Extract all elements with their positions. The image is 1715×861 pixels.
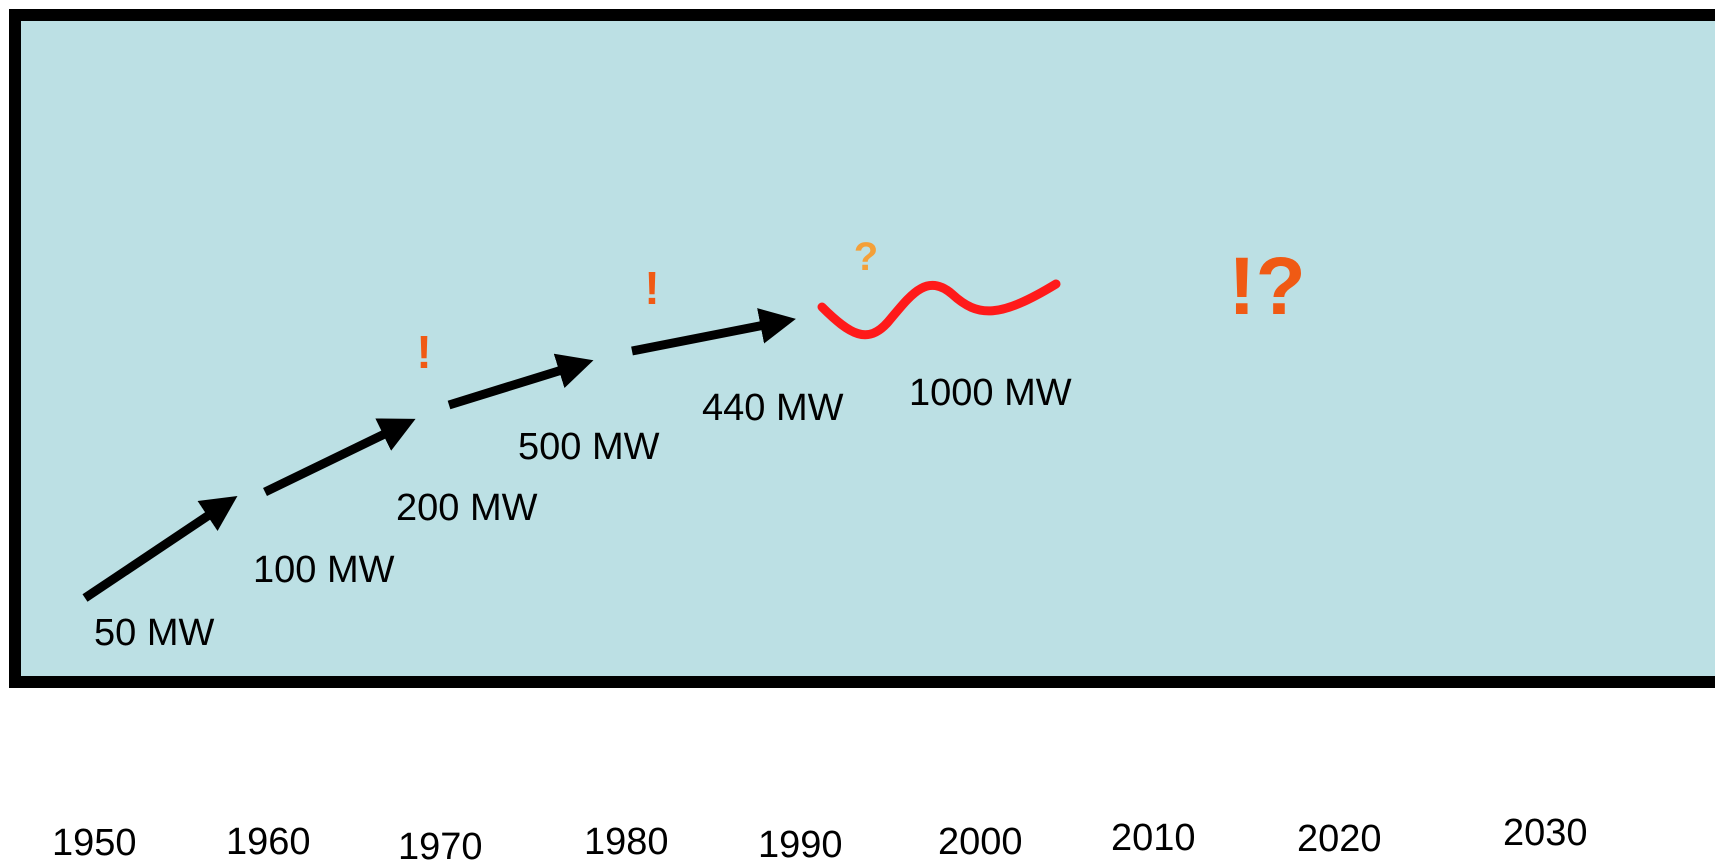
exclamation-mark-1: ! [416,326,431,378]
year-label: 1960 [226,821,311,861]
capacity-label-440mw: 440 MW [702,387,844,429]
year-label: 2030 [1503,812,1588,854]
year-label: 1970 [398,826,483,861]
diagram-panel [9,9,1715,688]
year-label: 1950 [52,822,137,861]
year-label: 2010 [1111,817,1196,859]
growth-arrow-2 [263,418,416,497]
capacity-label-500mw: 500 MW [518,426,660,468]
growth-arrow-1 [82,495,238,602]
exclamation-mark-2: ! [644,262,659,314]
exclamation-question-mark: !? [1228,241,1305,332]
capacity-label-50mw: 50 MW [94,612,214,654]
growth-arrow-3 [447,353,594,410]
capacity-label-200mw: 200 MW [396,487,538,529]
capacity-label-1000mw: 1000 MW [909,372,1072,414]
growth-arrow-4 [631,308,796,356]
year-label: 2020 [1297,818,1382,860]
year-label: 2000 [938,821,1023,861]
year-label: 1980 [584,821,669,861]
year-label: 1990 [758,824,843,861]
capacity-label-100mw: 100 MW [253,549,395,591]
question-mark: ? [854,235,878,279]
uncertainty-wave [817,279,1061,340]
